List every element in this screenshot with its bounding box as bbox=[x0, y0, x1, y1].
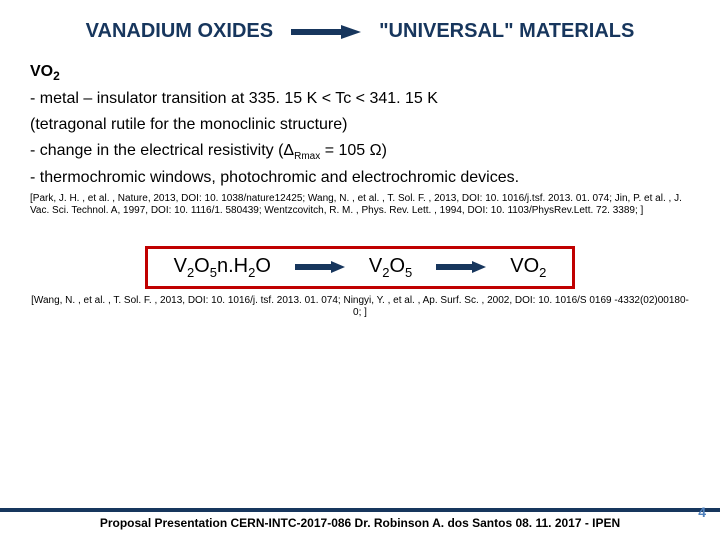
arrow-right-icon bbox=[436, 261, 486, 273]
chem-box: V2O5n.H2O V2O5 VO2 bbox=[145, 246, 576, 289]
chem-formula-1: V2O5n.H2O bbox=[174, 255, 271, 280]
arrow-right-icon bbox=[291, 25, 361, 39]
footer-text: Proposal Presentation CERN-INTC-2017-086… bbox=[0, 516, 720, 530]
chem-row: V2O5n.H2O V2O5 VO2 bbox=[30, 246, 690, 289]
references-1: [Park, J. H. , et al. , Nature, 2013, DO… bbox=[30, 193, 690, 218]
body-line-2: - metal – insulator transition at 335. 1… bbox=[30, 88, 690, 110]
arrow-right-icon bbox=[295, 261, 345, 273]
body-line-1: VO2 bbox=[30, 61, 690, 84]
body-line-4c: = 105 Ω) bbox=[320, 142, 387, 159]
vo2-label-b: 2 bbox=[53, 69, 60, 83]
chem-formula-3: VO2 bbox=[510, 255, 546, 280]
footer: Proposal Presentation CERN-INTC-2017-086… bbox=[0, 508, 720, 530]
page-number: 4 bbox=[698, 504, 706, 520]
vo2-label-a: VO bbox=[30, 63, 53, 80]
slide: VANADIUM OXIDES "UNIVERSAL" MATERIALS VO… bbox=[0, 0, 720, 540]
body-line-5: - thermochromic windows, photochromic an… bbox=[30, 167, 690, 189]
chem-formula-2: V2O5 bbox=[369, 255, 412, 280]
body-line-3: (tetragonal rutile for the monoclinic st… bbox=[30, 114, 690, 136]
footer-divider bbox=[0, 508, 720, 512]
title-left: VANADIUM OXIDES bbox=[86, 20, 273, 43]
title-row: VANADIUM OXIDES "UNIVERSAL" MATERIALS bbox=[30, 20, 690, 43]
body-line-4b: Rmax bbox=[294, 151, 320, 162]
references-2: [Wang, N. , et al. , T. Sol. F. , 2013, … bbox=[30, 295, 690, 320]
body-line-4a: - change in the electrical resistivity (… bbox=[30, 142, 294, 159]
title-right: "UNIVERSAL" MATERIALS bbox=[379, 20, 634, 43]
body-line-4: - change in the electrical resistivity (… bbox=[30, 140, 690, 164]
